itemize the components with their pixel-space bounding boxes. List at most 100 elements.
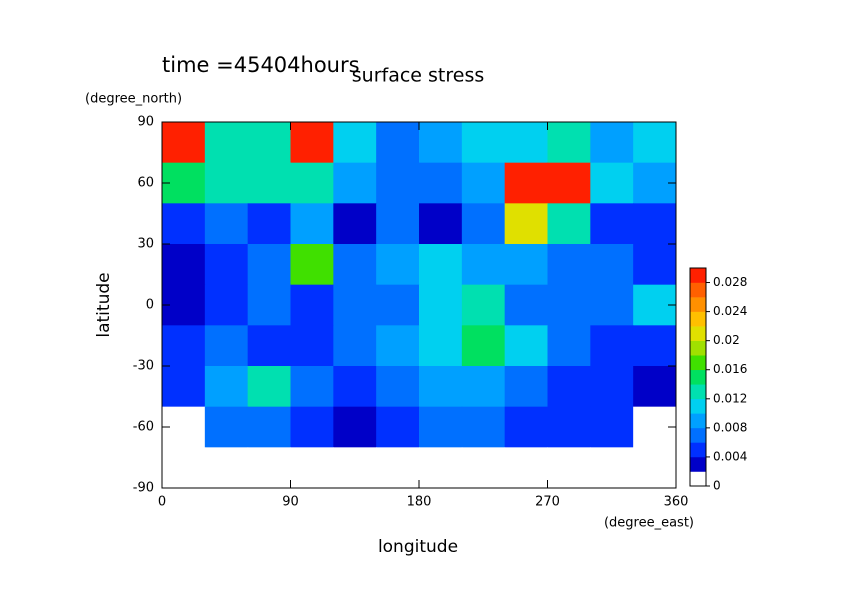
contour-cell: [290, 284, 334, 326]
contour-cell: [290, 325, 334, 367]
colorbar-swatch: [690, 311, 706, 327]
contour-cell: [633, 244, 677, 286]
contour-cell: [419, 122, 463, 164]
contour-cell: [376, 284, 420, 326]
colorbar-swatch: [690, 427, 706, 443]
contour-cell: [204, 244, 249, 286]
y-tick-label: -90: [133, 481, 154, 496]
contour-cell: [547, 203, 591, 245]
contour-cell: [247, 284, 291, 326]
contour-cell: [290, 366, 334, 408]
colorbar-tick-label: 0.012: [713, 391, 747, 405]
contour-cell: [290, 162, 334, 204]
contour-cell: [504, 203, 548, 245]
contour-cell: [504, 244, 548, 286]
contour-cell: [461, 406, 506, 448]
x-tick-label: 0: [158, 495, 166, 510]
contour-cell: [204, 406, 249, 448]
contour-cell: [590, 203, 634, 245]
contour-cell: [590, 406, 634, 448]
chart-title: surface stress: [352, 65, 485, 87]
contour-cell: [247, 203, 291, 245]
contour-cell: [419, 406, 463, 448]
contour-cell: [333, 122, 377, 164]
colorbar-swatch: [690, 340, 706, 356]
contour-cell: [376, 447, 420, 489]
contour-cell: [633, 122, 677, 164]
contour-cell: [504, 162, 548, 204]
contour-cell: [504, 122, 548, 164]
contour-cell: [547, 244, 591, 286]
colorbar-tick-label: 0: [713, 479, 721, 493]
contour-cell: [376, 406, 420, 448]
colorbar-swatch: [690, 326, 706, 341]
contour-cell: [204, 284, 249, 326]
y-tick-label: -30: [133, 359, 154, 374]
y-tick-label: -60: [133, 420, 154, 435]
contour-cell: [633, 447, 677, 489]
colorbar-tick-label: 0.004: [713, 449, 747, 463]
colorbar-swatch: [690, 398, 706, 414]
colorbar-swatch: [690, 471, 706, 487]
contour-cell: [590, 366, 634, 408]
contour-cell: [333, 284, 377, 326]
contour-cell: [461, 203, 506, 245]
contour-cell: [547, 406, 591, 448]
contour-cell: [590, 284, 634, 326]
contour-cell: [633, 366, 677, 408]
y-tick-label: 0: [146, 298, 154, 313]
contour-cell: [547, 447, 591, 489]
contour-cell: [290, 122, 334, 164]
y-unit: (degree_north): [85, 92, 182, 107]
contour-cell: [461, 244, 506, 286]
contour-cell: [461, 447, 506, 489]
contour-cell: [162, 325, 206, 367]
contour-cell: [419, 447, 463, 489]
contour-cell: [247, 244, 291, 286]
contour-cell: [461, 122, 506, 164]
contour-cell: [247, 162, 291, 204]
contour-cell: [247, 325, 291, 367]
contour-cell: [590, 122, 634, 164]
contour-cell: [247, 366, 291, 408]
contour-cell: [419, 162, 463, 204]
contour-cell: [162, 203, 206, 245]
contour-cell: [376, 366, 420, 408]
contour-cell: [590, 162, 634, 204]
contour-cell: [419, 203, 463, 245]
contour-cell: [204, 447, 249, 489]
colorbar-tick-label: 0.008: [713, 420, 747, 434]
contour-cell: [461, 325, 506, 367]
colorbar-frame: [689, 267, 707, 487]
x-tick-label: 90: [282, 495, 299, 510]
contour-cell: [333, 447, 377, 489]
contour-cell: [162, 244, 206, 286]
x-tick-label: 270: [535, 495, 560, 510]
contour-cell: [290, 244, 334, 286]
colorbar-swatch: [690, 268, 706, 283]
contour-cell: [633, 325, 677, 367]
contour-cell: [333, 406, 377, 448]
colorbar-tick-label: 0.016: [713, 362, 747, 376]
contour-cell: [162, 366, 206, 408]
contour-cell: [590, 447, 634, 489]
contour-cell: [504, 325, 548, 367]
contour-cell: [333, 325, 377, 367]
contour-cell: [290, 447, 334, 489]
x-tick-label: 360: [664, 495, 689, 510]
colorbar-tick-label: 0.024: [713, 304, 747, 318]
contour-cell: [204, 162, 249, 204]
contour-cell: [204, 203, 249, 245]
contour-cell: [290, 203, 334, 245]
contour-cell: [247, 447, 291, 489]
contour-cell: [461, 284, 506, 326]
contour-cell: [419, 284, 463, 326]
contour-cell: [376, 162, 420, 204]
contour-cell: [204, 325, 249, 367]
contour-cell: [290, 406, 334, 448]
contour-cell: [204, 366, 249, 408]
contour-cell: [247, 122, 291, 164]
chart-subtitle: time =45404hours: [162, 53, 360, 77]
contour-cell: [547, 162, 591, 204]
contour-cell: [333, 162, 377, 204]
